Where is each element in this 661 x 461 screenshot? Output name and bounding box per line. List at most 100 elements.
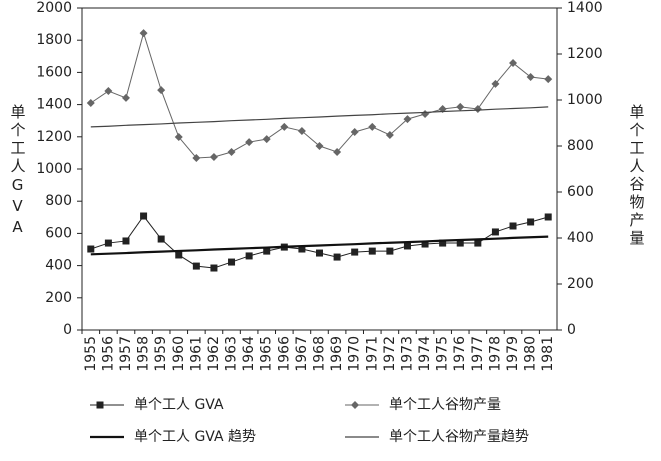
y-tick-label: 0	[63, 322, 72, 338]
point	[527, 218, 535, 226]
y-tick-label: 2000	[36, 0, 72, 16]
y2-tick-label: 1200	[567, 46, 603, 62]
point	[140, 212, 148, 220]
y-tick-label: 400	[45, 258, 72, 274]
point	[456, 239, 464, 247]
y2-tick-label: 0	[567, 322, 576, 338]
x-tick-label: 1979	[505, 336, 521, 372]
point	[333, 147, 342, 156]
point	[157, 86, 166, 95]
x-tick-label: 1959	[153, 336, 169, 372]
y-tick-label: 1000	[36, 161, 72, 177]
point	[175, 251, 183, 259]
plot-frame	[81, 7, 558, 331]
point	[403, 115, 412, 124]
x-tick-label: 1967	[294, 336, 310, 372]
legend-label: 单个工人 GVA 趋势	[134, 429, 256, 445]
point	[280, 122, 289, 131]
x-tick-label: 1972	[382, 336, 398, 372]
point	[368, 122, 377, 131]
point	[385, 130, 394, 139]
point	[421, 240, 429, 248]
x-tick-label: 1980	[523, 336, 539, 372]
y-tick-label: 1400	[36, 97, 72, 113]
point	[350, 127, 359, 136]
series-line	[90, 235, 549, 256]
x-tick-label: 1970	[347, 336, 363, 372]
point	[526, 73, 535, 81]
point	[262, 135, 271, 144]
point	[368, 247, 376, 255]
point	[403, 242, 411, 250]
x-tick-label: 1968	[312, 336, 328, 372]
point	[209, 153, 218, 162]
point	[544, 75, 553, 84]
y-tick-label: 800	[45, 193, 72, 209]
x-tick-label: 1976	[452, 336, 468, 372]
y2-tick-label: 400	[567, 230, 594, 246]
point	[86, 98, 95, 107]
point	[473, 104, 482, 113]
point	[139, 29, 148, 38]
x-tick-label: 1957	[118, 336, 134, 372]
y2-tick-label: 1400	[567, 0, 603, 16]
x-tick-label: 1974	[417, 336, 433, 372]
point	[421, 110, 430, 119]
y2-tick-label: 1000	[567, 92, 603, 108]
point	[316, 249, 323, 257]
legend-label: 单个工人谷物产量	[389, 397, 501, 413]
point	[157, 235, 165, 243]
x-tick-label: 1978	[487, 336, 503, 372]
x-tick-label: 1977	[470, 336, 486, 372]
x-tick-label: 1955	[83, 336, 99, 372]
x-tick-label: 1963	[224, 336, 240, 372]
series-line	[90, 31, 549, 159]
x-tick-label: 1961	[188, 336, 204, 372]
x-tick-label: 1964	[241, 336, 257, 372]
y2-axis-label: 单个工人谷物产量	[628, 104, 646, 248]
point	[122, 237, 130, 245]
y-axis-label: 单个工人GVA	[9, 104, 27, 239]
point	[228, 258, 236, 266]
x-tick-label: 1981	[540, 336, 556, 372]
x-tick-label: 1960	[171, 336, 187, 372]
x-tick-label: 1969	[329, 336, 345, 372]
point	[456, 102, 465, 111]
point	[351, 248, 359, 256]
x-tick-label: 1971	[364, 336, 380, 372]
point	[263, 247, 271, 255]
point	[491, 228, 499, 236]
point	[333, 253, 341, 261]
point	[174, 133, 183, 142]
point	[544, 213, 552, 221]
x-tick-label: 1973	[399, 336, 415, 372]
point	[509, 222, 517, 230]
point	[192, 153, 201, 162]
y2-tick-label: 600	[567, 184, 594, 200]
point	[87, 245, 95, 253]
x-tick-label: 1956	[100, 336, 116, 372]
point	[509, 58, 518, 67]
legend-marker	[351, 401, 359, 409]
point	[439, 239, 447, 247]
point	[210, 264, 218, 272]
point	[474, 239, 482, 247]
x-tick-label: 1965	[259, 336, 275, 372]
point	[315, 142, 324, 150]
y-tick-label: 200	[45, 290, 72, 306]
point	[121, 93, 130, 102]
series-line	[90, 106, 549, 128]
point	[104, 239, 112, 247]
point	[491, 79, 500, 88]
x-tick-label: 1962	[206, 336, 222, 372]
point	[104, 87, 113, 96]
point	[245, 138, 254, 147]
y-tick-label: 1800	[36, 32, 72, 48]
x-tick-label: 1966	[276, 336, 292, 372]
point	[192, 262, 200, 270]
point	[245, 252, 253, 260]
legend-marker	[96, 401, 104, 409]
x-tick-label: 1975	[435, 336, 451, 372]
y-tick-label: 600	[45, 225, 72, 241]
legend-label: 单个工人谷物产量趋势	[389, 429, 529, 445]
